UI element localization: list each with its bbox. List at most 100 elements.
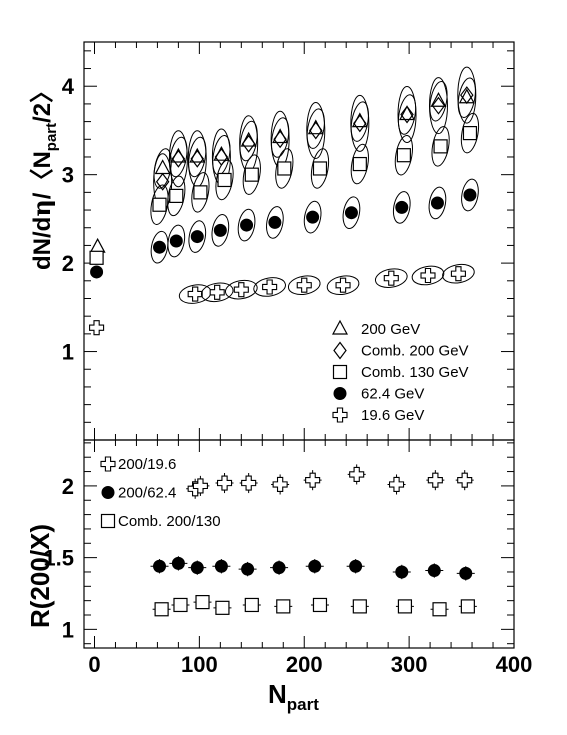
19-6-gev-error-ellipse (442, 263, 475, 284)
legend-label: 62.4 GeV (361, 386, 424, 403)
19-6-gev-point (262, 279, 278, 295)
comb-130-gev-point (193, 185, 208, 200)
200-62-4-point (153, 559, 167, 573)
comb-200-gev-point (214, 147, 229, 166)
200-62-4-point (272, 561, 286, 575)
comb-200-gev-point (431, 96, 446, 115)
comb-130-gev-point (433, 139, 448, 154)
200-19-6-point (192, 478, 208, 494)
legend-marker (332, 407, 348, 423)
comb-130-gev-error-ellipse (394, 134, 413, 176)
comb-200-gev-point (241, 134, 256, 153)
comb-200-130-point (195, 594, 210, 610)
62-4-gev-error-ellipse (342, 196, 361, 230)
top-y-tick-label: 1 (62, 340, 74, 365)
200-gev-error-ellipse (306, 108, 325, 149)
62-4-gev-point (395, 200, 409, 214)
comb-130-gev-error-ellipse (460, 112, 480, 154)
x-axis-title: Npart (268, 679, 319, 714)
62-4-gev-error-ellipse (303, 200, 322, 234)
comb-200-gev-point (155, 172, 170, 191)
200-62-4-point (427, 564, 441, 578)
comb-200-gev-error-ellipse (397, 86, 417, 144)
legend-label: Comb. 200 GeV (361, 343, 469, 360)
comb-130-gev-error-ellipse (242, 154, 261, 195)
19-6-gev-point (187, 286, 203, 302)
comb-200-130-point (154, 602, 169, 617)
62-4-gev-point (430, 196, 444, 210)
legend-marker (332, 364, 348, 380)
comb-200-gev-point (309, 121, 323, 140)
legend-label: Comb. 200/130 (118, 513, 221, 530)
62-4-gev-error-ellipse (266, 206, 284, 239)
62-4-gev-point (169, 234, 183, 248)
top-y-tick-label: 3 (62, 163, 74, 188)
200-gev-error-ellipse (188, 136, 207, 178)
19-6-gev-error-ellipse (200, 282, 234, 303)
200-62-4-point (349, 559, 363, 573)
comb-200-130-point (215, 600, 230, 615)
bottom-y-axis-title: R(200/X) (25, 524, 55, 628)
200-gev-point (399, 105, 416, 121)
comb-130-gev-point (277, 161, 292, 176)
legend-marker (331, 319, 349, 335)
62-4-gev-error-ellipse (428, 186, 447, 220)
200-gev-point (430, 91, 447, 107)
62-4-gev-point (213, 223, 227, 237)
200-gev-error-ellipse (350, 101, 369, 142)
19-6-gev-point (296, 277, 312, 293)
200-gev-error-ellipse (239, 120, 258, 162)
legend-label: 200 GeV (361, 321, 420, 338)
200-19-6-point (388, 476, 405, 493)
62-4-gev-error-ellipse (150, 230, 169, 264)
top-y-tick-label: 2 (62, 251, 74, 276)
legend-marker (100, 513, 116, 529)
62-4-gev-point (344, 206, 358, 220)
200-62-4-point (214, 559, 228, 573)
legend-label: Comb. 130 GeV (361, 364, 469, 381)
comb-130-gev-error-ellipse (215, 159, 234, 201)
62-4-gev-error-ellipse (167, 224, 186, 258)
comb-130-gev-point (396, 148, 411, 163)
200-62-4-point (308, 559, 322, 573)
comb-130-gev-point (462, 125, 478, 141)
62-4-gev-point (190, 230, 204, 244)
comb-200-gev-point (171, 149, 186, 168)
comb-200-gev-error-ellipse (457, 66, 477, 124)
62-4-gev-error-ellipse (392, 191, 411, 224)
comb-130-gev-error-ellipse (167, 175, 186, 217)
comb-200-gev-point (460, 86, 474, 105)
62-4-gev-point (463, 188, 477, 202)
comb-130-gev-error-ellipse (275, 148, 294, 189)
legend-label: 200/19.6 (118, 456, 176, 473)
bottom-y-tick-label: 2 (62, 474, 74, 499)
200-gev-point (154, 159, 171, 175)
200-gev-point (89, 237, 106, 253)
comb-130-gev-point (89, 250, 104, 265)
62-4-gev-point (90, 265, 104, 279)
62-4-gev-error-ellipse (461, 178, 479, 212)
62-4-gev-point (306, 210, 320, 224)
bottom-plot-frame (83, 439, 515, 649)
200-gev-error-ellipse (397, 94, 417, 135)
comb-130-gev-error-ellipse (310, 148, 330, 189)
62-4-gev-error-ellipse (188, 220, 207, 253)
comb-200-130-point (432, 602, 447, 617)
top-legend: 200 GeV Comb. 200 GeV Comb. 130 GeV 62.4 Ge… (331, 319, 469, 424)
19-6-gev-point (450, 266, 466, 282)
comb-200-130-point (173, 597, 188, 613)
comb-200-gev-point (190, 149, 205, 168)
x-tick-label: 0 (88, 652, 100, 677)
top-y-axis-title: dN/dη/〈Npart/2〉 (27, 79, 60, 270)
x-tick-label: 300 (391, 652, 428, 677)
200-62-4-point (190, 561, 204, 575)
62-4-gev-point (268, 215, 282, 229)
comb-130-gev-point (217, 172, 232, 188)
62-4-gev-error-ellipse (211, 214, 230, 247)
62-4-gev-point (153, 240, 167, 254)
comb-200-130-point (460, 599, 475, 614)
comb-200-130-point (397, 599, 413, 614)
comb-130-gev-point (244, 167, 259, 182)
19-6-gev-point (209, 284, 225, 300)
200-62-4-point (171, 556, 185, 570)
